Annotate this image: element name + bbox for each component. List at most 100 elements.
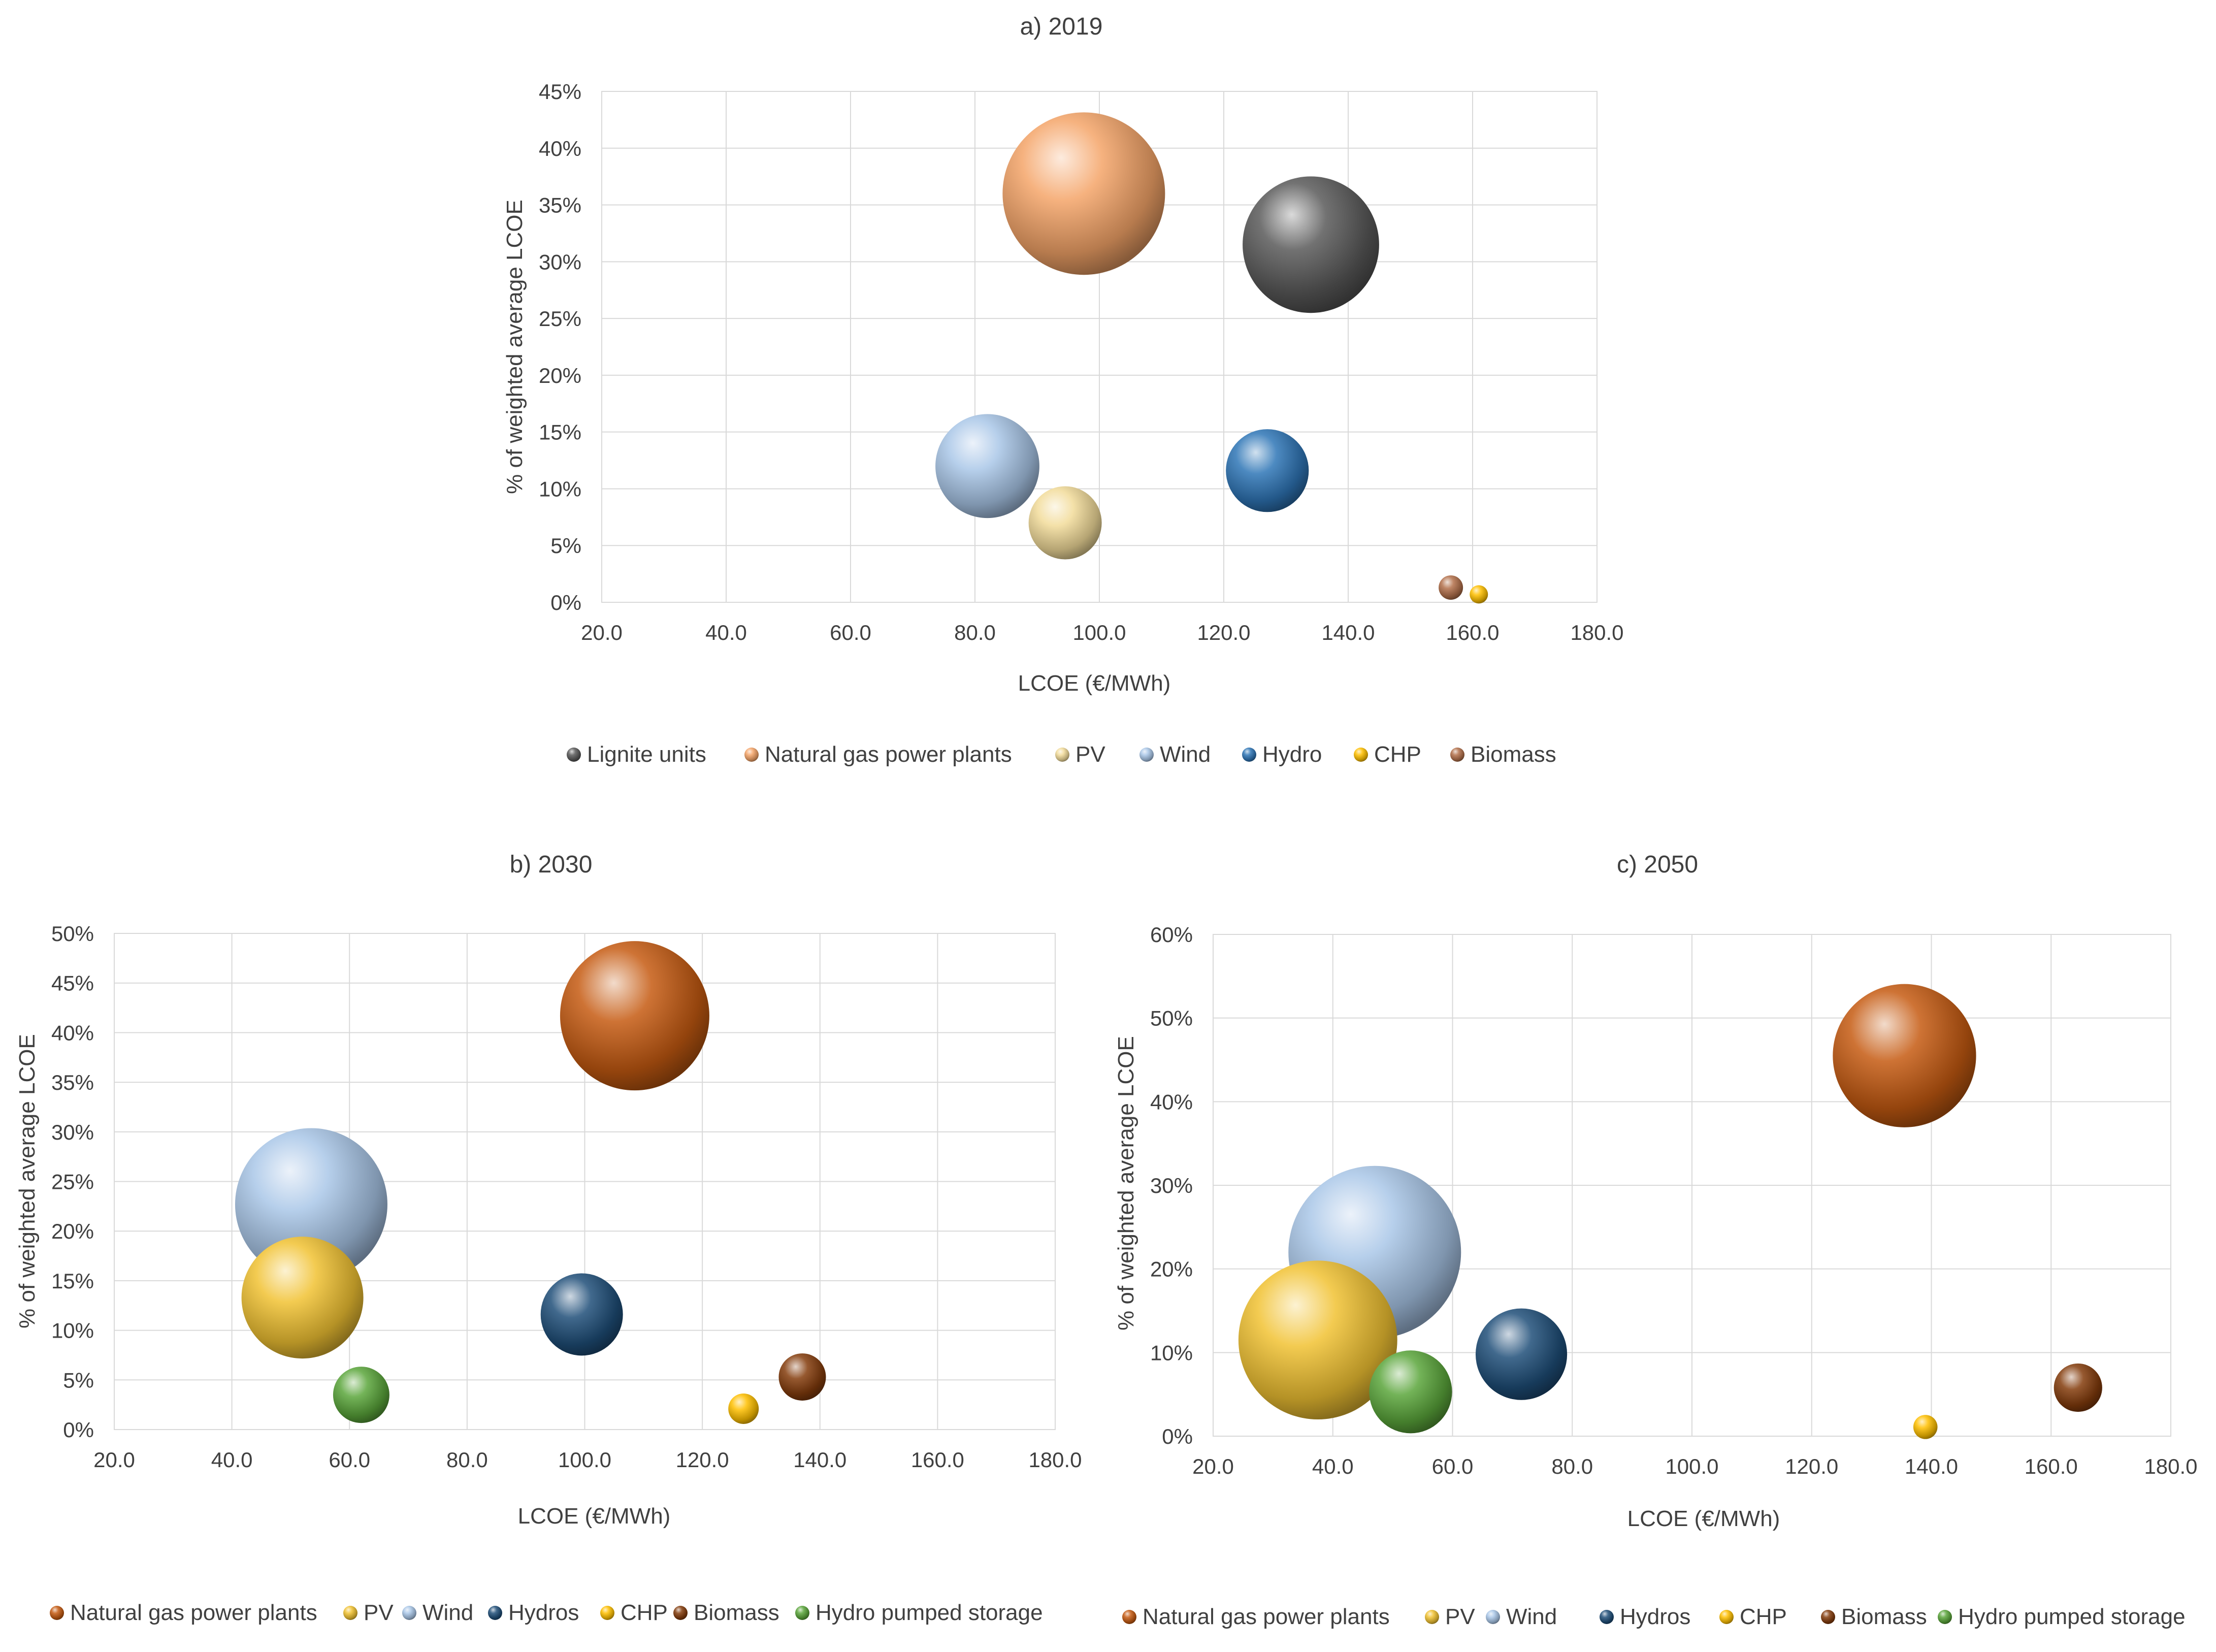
legend-label: Biomass bbox=[1841, 1604, 1927, 1629]
legend-label: Hydro bbox=[1262, 742, 1322, 767]
legend-label: PV bbox=[1076, 742, 1105, 767]
x-tick-label: 120.0 bbox=[1197, 621, 1250, 644]
legend-item: Wind bbox=[402, 1600, 473, 1625]
legend-item: CHP bbox=[600, 1600, 668, 1625]
bubble-natural-gas-power-plants: Natural gas power plants bbox=[560, 941, 709, 1091]
bubble-biomass: Biomass bbox=[778, 1353, 826, 1401]
y-axis-label: % of weighted average LCOE bbox=[1114, 1036, 1138, 1331]
y-tick-label: 60% bbox=[1150, 923, 1193, 947]
x-tick-label: 180.0 bbox=[1028, 1448, 1082, 1472]
legend-marker bbox=[673, 1606, 688, 1620]
bubble-lignite-units: Lignite units bbox=[1243, 176, 1379, 313]
x-tick-label: 80.0 bbox=[954, 621, 996, 644]
legend-marker bbox=[567, 748, 581, 762]
bubble-wind: Wind bbox=[235, 1128, 387, 1281]
x-tick-label: 140.0 bbox=[1905, 1454, 1958, 1478]
legend-marker bbox=[1122, 1610, 1136, 1624]
y-tick-label: 45% bbox=[539, 80, 581, 104]
chart-title: c) 2050 bbox=[1617, 851, 1698, 878]
x-tick-labels: 20.0 40.0 60.0 80.0 100.0 120.0 140.0 160.0 180.… bbox=[93, 1448, 1082, 1472]
bubble-natural-gas-power-plants: Natural gas power plants bbox=[1002, 112, 1165, 275]
y-tick-label: 40% bbox=[539, 137, 581, 160]
x-tick-label: 120.0 bbox=[1785, 1454, 1838, 1478]
bubble-hydro: Hydro bbox=[1226, 429, 1309, 512]
legend-marker bbox=[1242, 748, 1256, 762]
gridlines bbox=[601, 91, 1598, 603]
legend-marker bbox=[1055, 748, 1069, 762]
legend-marker bbox=[795, 1606, 809, 1620]
y-tick-label: 25% bbox=[51, 1170, 94, 1194]
legend-marker bbox=[1719, 1610, 1734, 1624]
legend-item: CHP bbox=[1719, 1604, 1787, 1629]
x-axis-label: LCOE (€/MWh) bbox=[1018, 671, 1171, 696]
legend-label: CHP bbox=[621, 1600, 668, 1625]
legend-marker bbox=[1486, 1610, 1500, 1624]
bubbles: Natural gas power plants Lignite units Win… bbox=[935, 112, 1488, 604]
legend-label: Wind bbox=[1506, 1604, 1557, 1629]
legend-item: Wind bbox=[1486, 1604, 1557, 1629]
y-tick-label: 35% bbox=[51, 1071, 94, 1094]
legend-item: Hydro bbox=[1242, 742, 1322, 767]
y-tick-label: 30% bbox=[1150, 1174, 1193, 1197]
legend-item: PV bbox=[343, 1600, 394, 1625]
y-tick-label: 20% bbox=[51, 1219, 94, 1243]
legend-item: Biomass bbox=[1450, 742, 1556, 767]
x-tick-label: 20.0 bbox=[581, 621, 623, 644]
legend-marker bbox=[50, 1606, 64, 1620]
x-tick-label: 160.0 bbox=[911, 1448, 964, 1472]
legend-label: Hydro pumped storage bbox=[1958, 1604, 2186, 1629]
y-tick-labels: 0% 10% 20% 30% 40% 50% 60% bbox=[1150, 923, 1193, 1448]
x-tick-label: 140.0 bbox=[793, 1448, 846, 1472]
x-tick-labels: 20.0 40.0 60.0 80.0 100.0 120.0 140.0 160.0 180.… bbox=[1192, 1454, 2197, 1478]
bubbles: WindPVNatural gas power plantsHydrosHydr… bbox=[1238, 984, 2102, 1439]
bubble-chp: CHP bbox=[1470, 585, 1488, 604]
legend-label: Biomass bbox=[694, 1600, 779, 1625]
x-tick-label: 140.0 bbox=[1321, 621, 1375, 644]
gridlines bbox=[1213, 934, 2171, 1437]
legend-label: Natural gas power plants bbox=[765, 742, 1012, 767]
legend-item: Natural gas power plants bbox=[1122, 1604, 1390, 1629]
bubble-pv: PV bbox=[1028, 486, 1102, 560]
legend-item: Biomass bbox=[673, 1600, 779, 1625]
y-tick-label: 35% bbox=[539, 193, 581, 217]
y-tick-labels: 0% 5% 10% 15% 20% 25% 30% 35% 40% 45% bbox=[539, 80, 581, 614]
legend-marker bbox=[488, 1606, 502, 1620]
bubble-chp: CHP bbox=[1913, 1415, 1938, 1439]
legend-item: PV bbox=[1425, 1604, 1475, 1629]
legend-item: Hydro pumped storage bbox=[1938, 1604, 2186, 1629]
x-tick-label: 100.0 bbox=[1072, 621, 1126, 644]
legend-item: Hydro pumped storage bbox=[795, 1600, 1043, 1625]
y-tick-label: 40% bbox=[51, 1021, 94, 1045]
bubble-wind: Wind bbox=[935, 414, 1039, 519]
legend-item: Wind bbox=[1139, 742, 1211, 767]
y-tick-labels: 0% 5% 10% 15% 20% 25% 30% 35% 40% 45% 50% bbox=[51, 922, 94, 1442]
y-tick-label: 10% bbox=[1150, 1341, 1193, 1365]
y-tick-label: 45% bbox=[51, 971, 94, 995]
x-tick-label: 60.0 bbox=[830, 621, 871, 644]
y-tick-label: 5% bbox=[550, 534, 581, 558]
legend-label: Wind bbox=[422, 1600, 473, 1625]
legend: Natural gas power plants PV Wind Hydros CHP B… bbox=[1122, 1604, 2186, 1629]
x-tick-label: 160.0 bbox=[1446, 621, 1499, 644]
legend: Lignite units Natural gas power plants PV W… bbox=[567, 742, 1556, 767]
x-tick-label: 160.0 bbox=[2025, 1454, 2078, 1478]
y-tick-label: 50% bbox=[1150, 1007, 1193, 1030]
legend-label: Hydros bbox=[508, 1600, 579, 1625]
legend-item: Natural gas power plants bbox=[744, 742, 1012, 767]
bubble-pv: PV bbox=[241, 1237, 364, 1359]
y-tick-label: 5% bbox=[63, 1368, 94, 1392]
y-tick-label: 20% bbox=[539, 364, 581, 387]
legend-marker bbox=[1425, 1610, 1439, 1624]
legend-marker bbox=[402, 1606, 416, 1620]
legend-marker bbox=[1139, 748, 1154, 762]
y-tick-label: 40% bbox=[1150, 1090, 1193, 1114]
bubble-biomass: Biomass bbox=[1439, 575, 1463, 600]
chart-2030: b) 2030 0%5%10%15%20%25%30%35%40%45%50% … bbox=[15, 851, 1082, 1625]
y-tick-label: 0% bbox=[63, 1418, 94, 1442]
y-axis-label: % of weighted average LCOE bbox=[15, 1034, 40, 1329]
bubble-natural-gas-power-plants: Natural gas power plants bbox=[1833, 984, 1976, 1127]
bubble-hydros: Hydros bbox=[540, 1273, 623, 1356]
legend-label: CHP bbox=[1740, 1604, 1787, 1629]
x-axis-label: LCOE (€/MWh) bbox=[518, 1504, 671, 1529]
